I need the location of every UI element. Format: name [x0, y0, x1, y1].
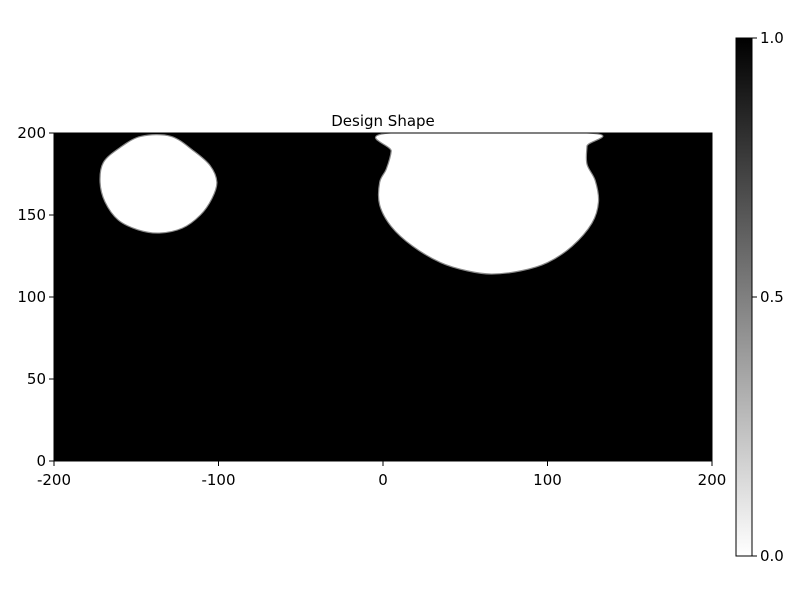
colorbar-tick-label: 1.0 [760, 29, 784, 47]
heatmap-layer [54, 133, 712, 461]
y-tick-label: 50 [27, 370, 46, 388]
colorbar: 0.0 0.5 1.0 [735, 29, 784, 565]
x-tick-label: 100 [533, 471, 562, 489]
axes-layer: -200 -100 0 100 200 0 50 100 150 200 [17, 124, 726, 489]
region-left-void [99, 134, 218, 234]
chart-title: Design Shape [331, 112, 435, 130]
region-right-void [374, 133, 604, 275]
colorbar-gradient [735, 37, 753, 557]
x-tick-label: 200 [698, 471, 727, 489]
colorbar-tick-label: 0.5 [760, 288, 784, 306]
x-tick-label: 0 [378, 471, 388, 489]
y-tick-label: 150 [17, 206, 46, 224]
colorbar-tick-label: 0.0 [760, 547, 784, 565]
y-tick-label: 100 [17, 288, 46, 306]
y-tick-label: 200 [17, 124, 46, 142]
x-tick-label: -100 [201, 471, 235, 489]
y-tick-label: 0 [36, 452, 46, 470]
x-tick-label: -200 [37, 471, 71, 489]
